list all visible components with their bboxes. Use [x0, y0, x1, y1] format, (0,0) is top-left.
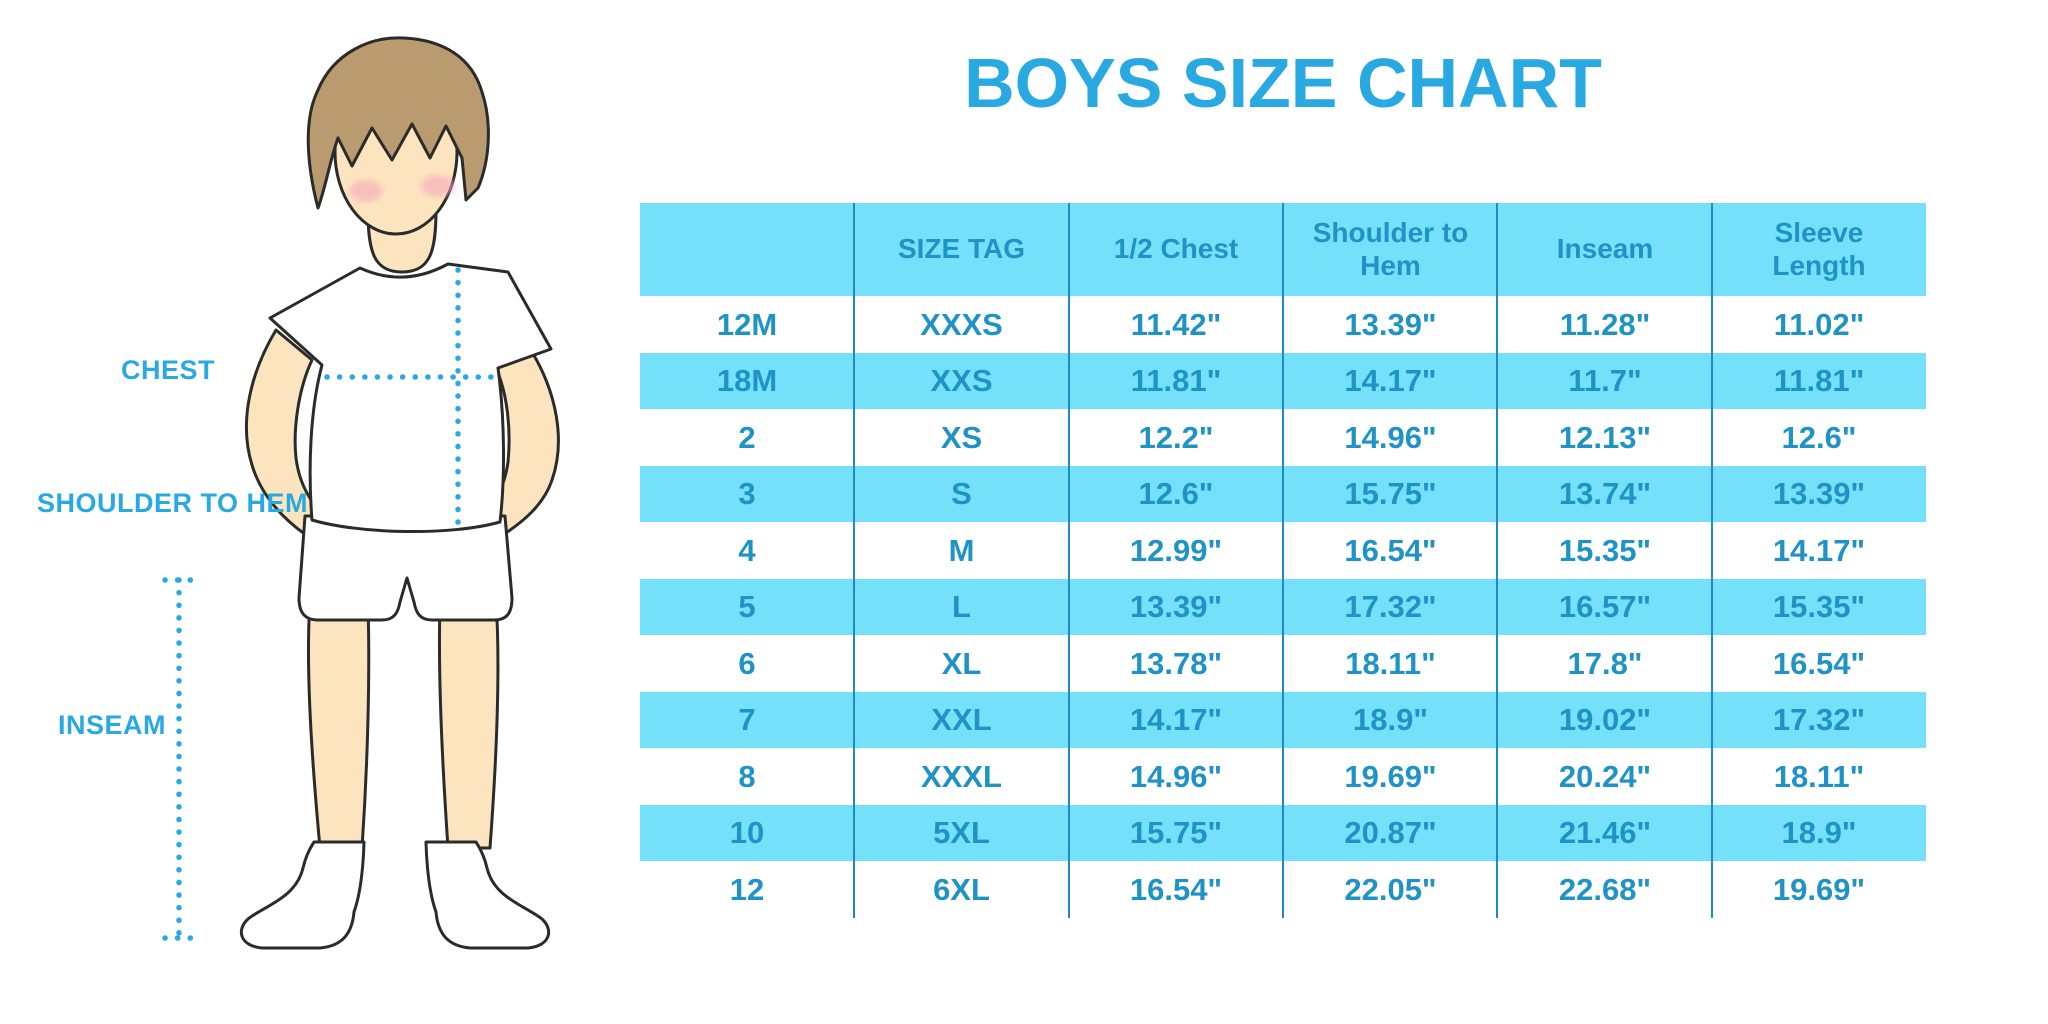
column-divider	[1711, 203, 1713, 918]
half-chest-cell: 14.17"	[1129, 702, 1223, 738]
sleeve-length-cell: 18.9"	[1781, 815, 1857, 851]
column-divider	[853, 203, 855, 918]
sleeve-length-cell: 17.32"	[1772, 702, 1866, 738]
half-chest-cell: 15.75"	[1129, 815, 1223, 851]
half-chest-cell: 12.99"	[1129, 532, 1223, 568]
size-tag-cell: 5XL	[933, 815, 990, 851]
shoulder-to-hem-cell: 15.75"	[1344, 476, 1437, 512]
age-size-cell: 4	[738, 532, 756, 568]
half-chest-cell: 12.2"	[1138, 419, 1214, 455]
header-cell-sleeve-length: Sleeve Length	[1772, 217, 1866, 281]
sleeve-length-cell: 16.54"	[1772, 645, 1866, 681]
size-tag-cell: L	[952, 589, 971, 625]
boy-sock-left	[239, 840, 366, 950]
half-chest-cell: 13.78"	[1129, 645, 1223, 681]
size-tag-cell: XS	[940, 419, 983, 455]
boy-hair	[306, 36, 490, 210]
shoulder-to-hem-cell: 14.17"	[1344, 363, 1437, 399]
shoulder-to-hem-cell: 22.05"	[1344, 871, 1437, 907]
column-divider	[1068, 203, 1070, 918]
age-size-cell: 2	[738, 419, 756, 455]
inseam-cell: 17.8"	[1567, 645, 1643, 681]
size-tag-cell: XL	[941, 645, 982, 681]
header-cell-inseam: Inseam	[1556, 233, 1654, 265]
size-table: SIZE TAG 1/2 Chest Shoulder to Hem Insea…	[640, 203, 1926, 918]
chest-label: CHEST	[120, 355, 215, 385]
sleeve-length-cell: 11.81"	[1773, 363, 1865, 399]
size-tag-cell: XXXS	[920, 306, 1003, 342]
sleeve-length-cell: 14.17"	[1772, 532, 1866, 568]
sleeve-length-cell: 12.6"	[1781, 419, 1857, 455]
inseam-label: INSEAM	[58, 710, 167, 740]
boy-shorts	[297, 514, 514, 622]
size-tag-cell: XXL	[931, 702, 992, 738]
inseam-cell: 15.35"	[1558, 532, 1652, 568]
shoulder-to-hem-label: SHOULDER TO HEM	[37, 488, 309, 518]
boy-cheek-left	[349, 180, 383, 202]
size-tag-cell: 6XL	[933, 871, 990, 907]
inseam-cell: 11.7"	[1568, 363, 1642, 399]
half-chest-cell: 16.54"	[1129, 871, 1223, 907]
inseam-measure-line	[162, 577, 201, 941]
boy-cheek-right	[421, 175, 455, 197]
sleeve-length-cell: 11.02"	[1773, 306, 1865, 342]
half-chest-cell: 14.96"	[1129, 758, 1223, 794]
column-divider	[1282, 203, 1284, 918]
inseam-cell: 11.28"	[1559, 306, 1651, 342]
age-size-cell: 6	[738, 645, 756, 681]
size-tag-cell: M	[948, 532, 975, 568]
inseam-cell: 16.57"	[1558, 589, 1652, 625]
shoulder-to-hem-cell: 18.9"	[1352, 702, 1429, 738]
inseam-cell: 19.02"	[1558, 702, 1652, 738]
sleeve-length-cell: 15.35"	[1772, 589, 1866, 625]
shoulder-to-hem-cell: 17.32"	[1344, 589, 1437, 625]
column-divider	[1496, 203, 1498, 918]
inseam-cell: 12.13"	[1558, 419, 1652, 455]
age-size-cell: 18M	[716, 363, 778, 399]
half-chest-cell: 12.6"	[1138, 476, 1214, 512]
age-size-cell: 5	[738, 589, 756, 625]
boy-leg-right	[437, 598, 500, 850]
shoulder-to-hem-cell: 18.11"	[1345, 645, 1436, 681]
half-chest-cell: 11.42"	[1130, 306, 1222, 342]
size-tag-cell: XXXL	[921, 758, 1002, 794]
sleeve-length-cell: 13.39"	[1772, 476, 1866, 512]
shoulder-to-hem-cell: 20.87"	[1344, 815, 1437, 851]
shoulder-to-hem-cell: 19.69"	[1344, 758, 1437, 794]
inseam-cell: 22.68"	[1558, 871, 1652, 907]
half-chest-cell: 11.81"	[1130, 363, 1222, 399]
inseam-cell: 20.24"	[1558, 758, 1652, 794]
sleeve-length-cell: 19.69"	[1772, 871, 1866, 907]
page-title: BOYS SIZE CHART	[964, 44, 1602, 122]
boy-leg-left	[306, 598, 371, 850]
age-size-cell: 12M	[716, 306, 778, 342]
half-chest-cell: 13.39"	[1129, 589, 1223, 625]
boy-illustration	[162, 36, 560, 950]
header-cell-shoulder-to-hem: Shoulder to Hem	[1312, 217, 1469, 281]
size-tag-cell: S	[951, 476, 972, 512]
age-size-cell: 7	[738, 702, 756, 738]
header-cell-half-chest: 1/2 Chest	[1113, 233, 1239, 265]
inseam-cell: 21.46"	[1558, 815, 1652, 851]
sleeve-length-cell: 18.11"	[1773, 758, 1865, 794]
shoulder-to-hem-cell: 13.39"	[1344, 306, 1437, 342]
shoulder-to-hem-cell: 14.96"	[1344, 419, 1437, 455]
shoulder-to-hem-cell: 16.54"	[1344, 532, 1437, 568]
boy-shirt	[268, 262, 553, 533]
age-size-cell: 10	[729, 815, 765, 851]
inseam-cell: 13.74"	[1558, 476, 1652, 512]
size-tag-cell: XXS	[930, 363, 993, 399]
age-size-cell: 3	[738, 476, 756, 512]
header-cell-size-tag: SIZE TAG	[897, 233, 1026, 265]
age-size-cell: 8	[738, 758, 756, 794]
age-size-cell: 12	[729, 871, 765, 907]
boy-sock-right	[424, 840, 551, 950]
